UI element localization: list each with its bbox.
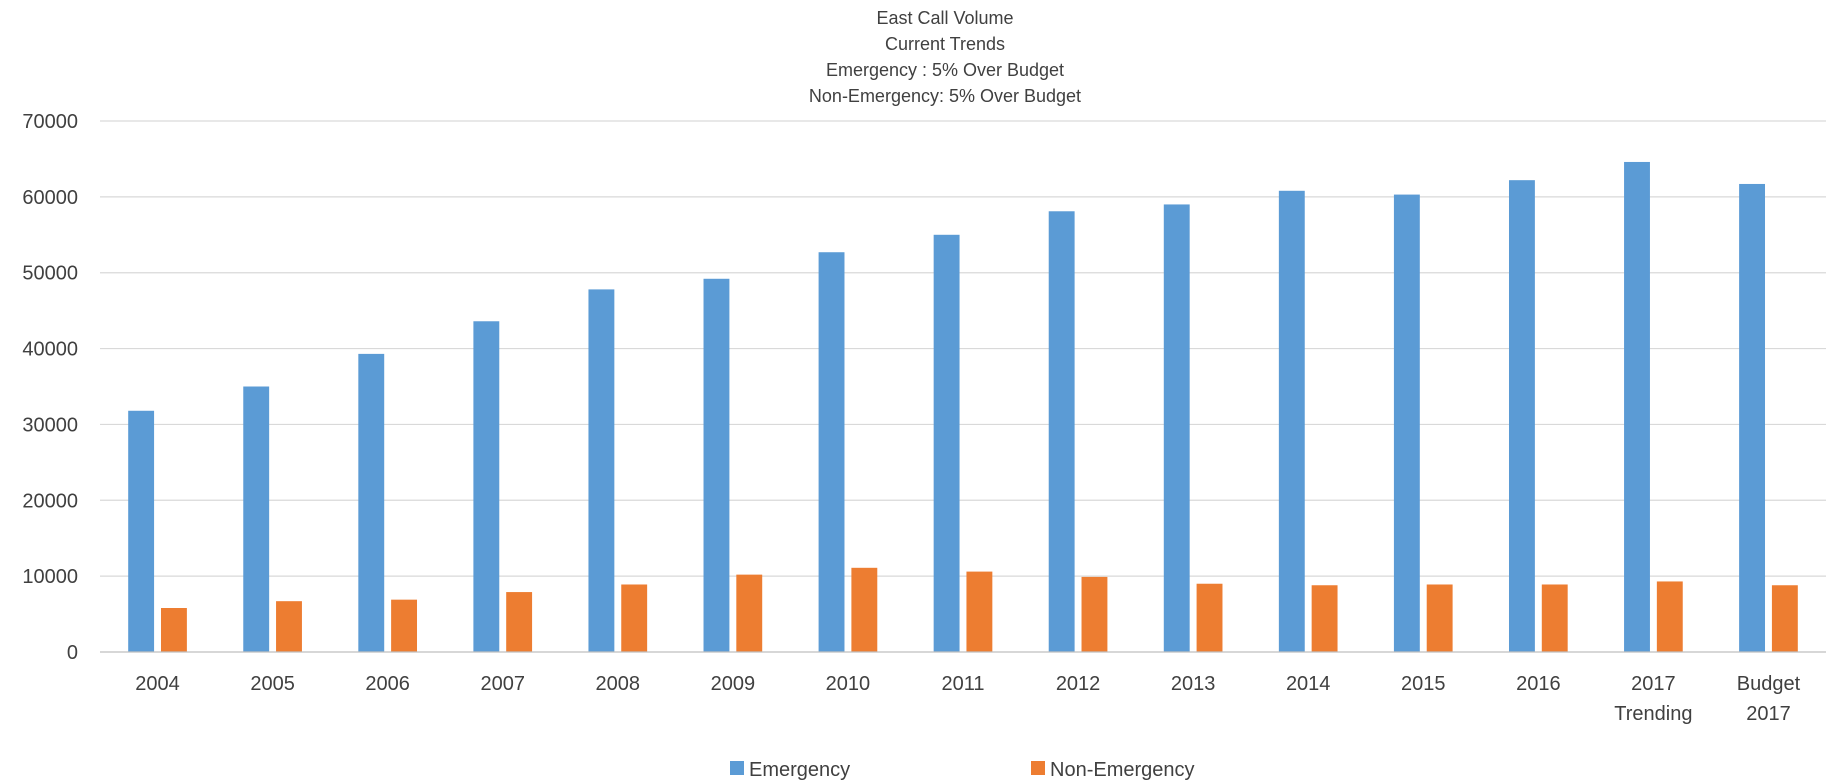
gridlines: [100, 120, 1826, 577]
x-tick-label-1: 2005: [250, 673, 295, 695]
bar-emergency-2: [358, 353, 385, 652]
bars: [128, 161, 1798, 653]
bar-emergency-0: [128, 410, 155, 652]
x-tick-label-12: 2016: [1516, 673, 1561, 695]
bar-emergency-1: [243, 386, 270, 652]
bar-non-emergency-8: [1081, 576, 1108, 652]
bar-non-emergency-2: [391, 599, 418, 652]
y-tick-label-0: 0: [67, 642, 78, 664]
chart-title-line-4: Non-Emergency: 5% Over Budget: [809, 86, 1081, 106]
bar-non-emergency-9: [1196, 583, 1223, 652]
bar-emergency-5: [703, 278, 730, 652]
bar-emergency-8: [1048, 211, 1075, 652]
y-tick-label-5: 50000: [22, 263, 78, 285]
bar-emergency-12: [1508, 180, 1535, 653]
x-tick-label-2: 2006: [365, 673, 410, 695]
bar-non-emergency-13: [1656, 581, 1683, 652]
x-tick-label-7: 2011: [941, 673, 984, 695]
bar-emergency-11: [1393, 194, 1420, 652]
bar-non-emergency-6: [851, 567, 878, 652]
bar-non-emergency-14: [1771, 585, 1798, 652]
y-tick-label-6: 60000: [22, 187, 78, 209]
bar-emergency-13: [1624, 161, 1650, 652]
legend-swatch-0: [730, 761, 744, 775]
bar-non-emergency-1: [276, 601, 302, 652]
x-axis-ticks: 2004 2005 2006 2007 2008 2009 2010 2011 2012 2013…: [135, 673, 1800, 725]
x-tick-label-8: 2012: [1056, 673, 1101, 695]
bar-non-emergency-4: [621, 584, 648, 652]
y-tick-label-7: 70000: [22, 111, 78, 133]
x-tick-label-13-line-0: 2017: [1631, 673, 1676, 695]
x-tick-label-6: 2010: [826, 673, 871, 695]
x-tick-label-9: 2013: [1171, 673, 1216, 695]
bar-emergency-9: [1163, 204, 1190, 652]
bar-non-emergency-7: [966, 571, 993, 652]
x-tick-label-14-line-1: 2017: [1746, 703, 1791, 725]
bar-emergency-7: [933, 234, 960, 653]
chart-title-line-1: East Call Volume: [876, 8, 1013, 28]
chart-title: East Call Volume Current Trends Emergenc…: [809, 8, 1081, 106]
y-tick-label-4: 40000: [22, 339, 78, 361]
x-tick-label-11: 2015: [1401, 673, 1446, 695]
y-tick-label-2: 20000: [22, 490, 78, 512]
legend-label-1: Non-Emergency: [1050, 759, 1195, 781]
x-tick-label-3: 2007: [480, 673, 525, 695]
y-tick-label-3: 30000: [22, 414, 78, 436]
chart-title-line-3: Emergency : 5% Over Budget: [826, 60, 1064, 80]
bar-emergency-6: [818, 252, 845, 653]
bar-non-emergency-3: [506, 592, 533, 652]
x-tick-label-5: 2009: [711, 673, 756, 695]
bar-emergency-14: [1739, 183, 1766, 652]
bar-emergency-4: [588, 289, 615, 652]
bar-non-emergency-11: [1426, 584, 1453, 652]
y-tick-label-1: 10000: [22, 566, 78, 588]
y-axis-ticks: 0 10000 20000 30000 40000 50000 60000 70000: [22, 111, 78, 664]
bar-non-emergency-5: [736, 574, 763, 652]
bar-non-emergency-12: [1541, 584, 1568, 652]
legend: Emergency Non-Emergency: [730, 759, 1195, 781]
bar-emergency-3: [473, 321, 500, 652]
bar-non-emergency-0: [160, 608, 187, 652]
legend-swatch-1: [1031, 761, 1045, 775]
x-tick-label-10: 2014: [1286, 673, 1331, 695]
bar-non-emergency-10: [1311, 585, 1338, 652]
legend-label-0: Emergency: [749, 759, 850, 781]
bar-emergency-10: [1278, 190, 1305, 653]
x-tick-label-14-line-0: Budget: [1737, 673, 1801, 695]
x-tick-label-0: 2004: [135, 673, 180, 695]
chart-title-line-2: Current Trends: [885, 34, 1005, 54]
x-tick-label-4: 2008: [596, 673, 641, 695]
x-tick-label-13-line-1: Trending: [1614, 703, 1692, 725]
